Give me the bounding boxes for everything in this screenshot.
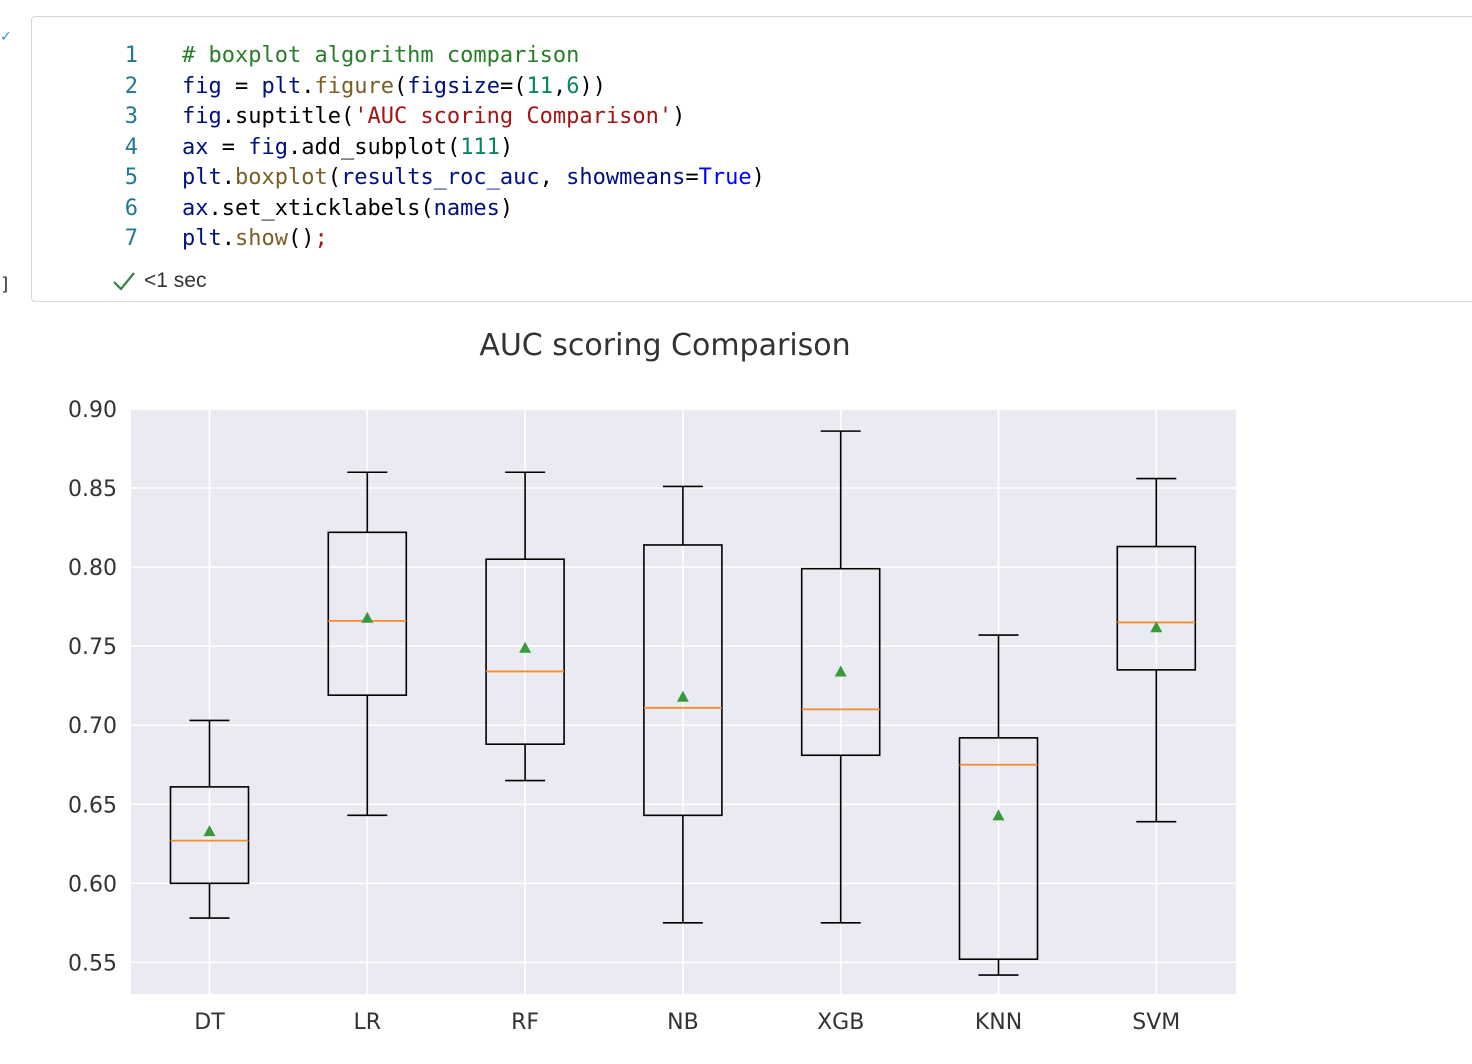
- code-token: (): [287, 226, 315, 251]
- code-token: 'AUC scoring Comparison': [354, 104, 673, 129]
- line-number: 4: [124, 134, 138, 160]
- code-token: (: [393, 73, 408, 99]
- mean-marker: [203, 825, 216, 837]
- x-tick-label: DT: [194, 1010, 225, 1035]
- code-token: .suptitle(: [221, 104, 355, 129]
- code-text[interactable]: fig = plt.figure(figsize=(11,6)): [182, 74, 606, 99]
- code-token: (: [327, 165, 341, 190]
- code-token: # boxplot algorithm comparison: [182, 43, 580, 68]
- y-tick-label: 0.65: [68, 793, 117, 818]
- code-token: )): [579, 73, 606, 99]
- x-tick-label: NB: [667, 1010, 699, 1035]
- code-text[interactable]: # boxplot algorithm comparison: [182, 43, 579, 68]
- code-token: plt: [261, 73, 302, 99]
- code-token: =: [685, 165, 699, 190]
- box-nb: [643, 544, 723, 817]
- code-token: showmeans: [566, 165, 686, 190]
- code-token: True: [698, 165, 752, 190]
- box-svm: [1116, 545, 1197, 671]
- line-number: 2: [124, 73, 138, 99]
- mean-marker: [1150, 621, 1163, 633]
- code-token: 6: [566, 73, 580, 99]
- line-number: 5: [124, 165, 138, 190]
- code-token: =(: [499, 73, 527, 99]
- code-token: ): [499, 195, 514, 221]
- code-token: =: [221, 73, 262, 99]
- box-xgb: [800, 567, 881, 757]
- cell-output: AUC scoring Comparison 0.55 0.60 0.65 0.70 0…: [0, 310, 1472, 1060]
- x-tick-label: LR: [354, 1010, 382, 1035]
- execution-status: <1 sec: [112, 267, 206, 295]
- y-tick-label: 0.75: [68, 635, 117, 660]
- execution-time: <1 sec: [144, 269, 207, 292]
- code-text[interactable]: plt.boxplot(results_roc_auc, showmeans=T…: [182, 165, 765, 190]
- code-token: fig: [182, 73, 222, 99]
- code-token: 11: [526, 73, 553, 99]
- code-token: fig: [248, 134, 288, 160]
- code-token: .add_subplot(: [288, 134, 461, 160]
- line-number: 7: [124, 226, 138, 251]
- code-token: ax: [182, 134, 209, 160]
- code-token: ,: [552, 73, 567, 99]
- line-number: 1: [124, 43, 138, 68]
- box-rf: [485, 558, 565, 745]
- code-token: .set_xticklabels(: [208, 195, 434, 221]
- code-token: plt: [182, 226, 222, 251]
- code-token: .: [221, 165, 235, 190]
- plot-area: 0.55 0.60 0.65 0.70 0.75 0.80 0.85 0.90 DT LR RF NB…: [68, 398, 1236, 1035]
- code-token: results_roc_auc: [340, 165, 540, 190]
- x-tick-label: KNN: [975, 1010, 1022, 1035]
- code-text[interactable]: fig.suptitle('AUC scoring Comparison'): [182, 104, 685, 129]
- boxplot-chart: AUC scoring Comparison 0.550.600.650.700…: [68, 328, 1236, 1035]
- mean-marker: [519, 641, 532, 653]
- execution-count-marker: ]: [0, 274, 11, 295]
- cell-edge-marker-icon: ✓: [0, 29, 12, 45]
- code-token: show: [235, 226, 288, 251]
- line-number: 3: [124, 104, 138, 129]
- code-cell[interactable]: 1 # boxplot algorithm comparison 2 fig = pl…: [31, 16, 1472, 302]
- check-icon: [113, 272, 135, 291]
- code-token: names: [433, 195, 500, 221]
- box-dt: [169, 786, 250, 885]
- box-lr: [327, 531, 408, 696]
- y-tick-label: 0.60: [68, 872, 117, 897]
- code-token: ): [751, 165, 765, 190]
- mean-marker: [676, 690, 689, 702]
- y-tick-label: 0.70: [68, 714, 117, 739]
- code-text[interactable]: plt.show();: [182, 226, 328, 251]
- code-token: ax: [182, 195, 209, 221]
- x-tick-label: XGB: [817, 1010, 864, 1035]
- code-token: .: [221, 226, 235, 251]
- code-token: ,: [539, 165, 567, 190]
- code-token: =: [208, 134, 249, 160]
- mean-marker: [834, 665, 847, 677]
- box-knn: [958, 737, 1039, 961]
- code-text[interactable]: ax = fig.add_subplot(111): [182, 135, 513, 160]
- code-token: .: [301, 73, 315, 99]
- code-token: ): [672, 104, 686, 129]
- y-tick-label: 0.55: [68, 951, 117, 976]
- code-token: ;: [314, 226, 328, 251]
- y-tick-label: 0.90: [68, 398, 117, 423]
- mean-marker: [992, 809, 1005, 821]
- code-token: ): [499, 134, 514, 160]
- code-token: figsize: [407, 73, 500, 99]
- code-token: figure: [314, 73, 394, 99]
- code-token: boxplot: [235, 165, 328, 190]
- line-number: 6: [124, 195, 138, 221]
- x-tick-label: RF: [511, 1010, 539, 1035]
- code-token: 111: [460, 134, 500, 160]
- code-token: fig: [182, 104, 222, 129]
- code-token: plt: [182, 165, 222, 190]
- x-tick-label: SVM: [1132, 1010, 1180, 1035]
- chart-title: AUC scoring Comparison: [479, 328, 850, 363]
- mean-marker: [361, 611, 374, 623]
- code-text[interactable]: ax.set_xticklabels(names): [182, 196, 513, 221]
- y-tick-label: 0.80: [68, 556, 117, 581]
- y-tick-label: 0.85: [68, 477, 117, 502]
